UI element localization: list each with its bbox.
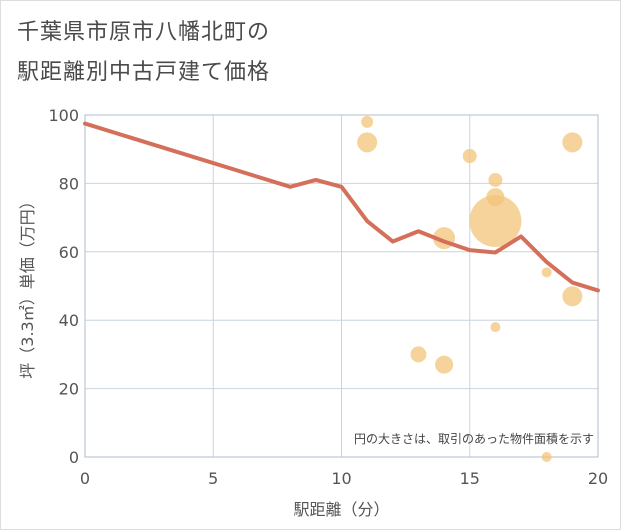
bubble-point-9: [469, 195, 522, 248]
y-tick-label-60: 60: [59, 243, 79, 262]
line-series: [83, 121, 600, 293]
bubble-point-10: [490, 322, 501, 333]
y-tick-label-80: 80: [59, 174, 79, 193]
bubble-point-5: [435, 355, 454, 374]
bubble-point-3: [410, 346, 427, 363]
bubble-point-1: [361, 115, 374, 128]
y-axis-title: 坪（3.3㎡）単価（万円）: [18, 193, 37, 378]
chart-title-line2: 駅距離別中古戸建て価格: [17, 60, 271, 85]
bubble-point-7: [488, 172, 503, 187]
y-tick-label-100: 100: [48, 106, 79, 125]
x-tick-label-15: 15: [460, 469, 480, 488]
axis-ticks: 0 20 40 60 80 100 0 5 10 15 20: [48, 106, 608, 488]
bubble-point-13: [562, 132, 583, 153]
bubble-point-2: [357, 132, 378, 153]
x-tick-label-0: 0: [80, 469, 90, 488]
bubble-point-12: [541, 452, 552, 462]
bubble-point-14: [562, 286, 583, 307]
x-tick-label-10: 10: [331, 469, 351, 488]
x-axis-title: 駅距離（分）: [293, 500, 389, 519]
x-tick-label-20: 20: [588, 469, 608, 488]
y-tick-label-40: 40: [59, 311, 79, 330]
grid: [84, 114, 599, 458]
x-tick-label-5: 5: [208, 469, 218, 488]
chart-title-line1: 千葉県市原市八幡北町の: [17, 20, 271, 45]
bubble-point-11: [541, 267, 552, 278]
bubble-point-6: [462, 149, 477, 164]
plot-area: [84, 114, 599, 458]
y-tick-label-0: 0: [69, 448, 79, 467]
y-tick-label-20: 20: [59, 380, 79, 399]
bubble-size-note: 円の大きさは、取引のあった物件面積を示す: [354, 431, 594, 446]
average-price-line: [83, 121, 600, 293]
bubble-series: [357, 115, 583, 462]
